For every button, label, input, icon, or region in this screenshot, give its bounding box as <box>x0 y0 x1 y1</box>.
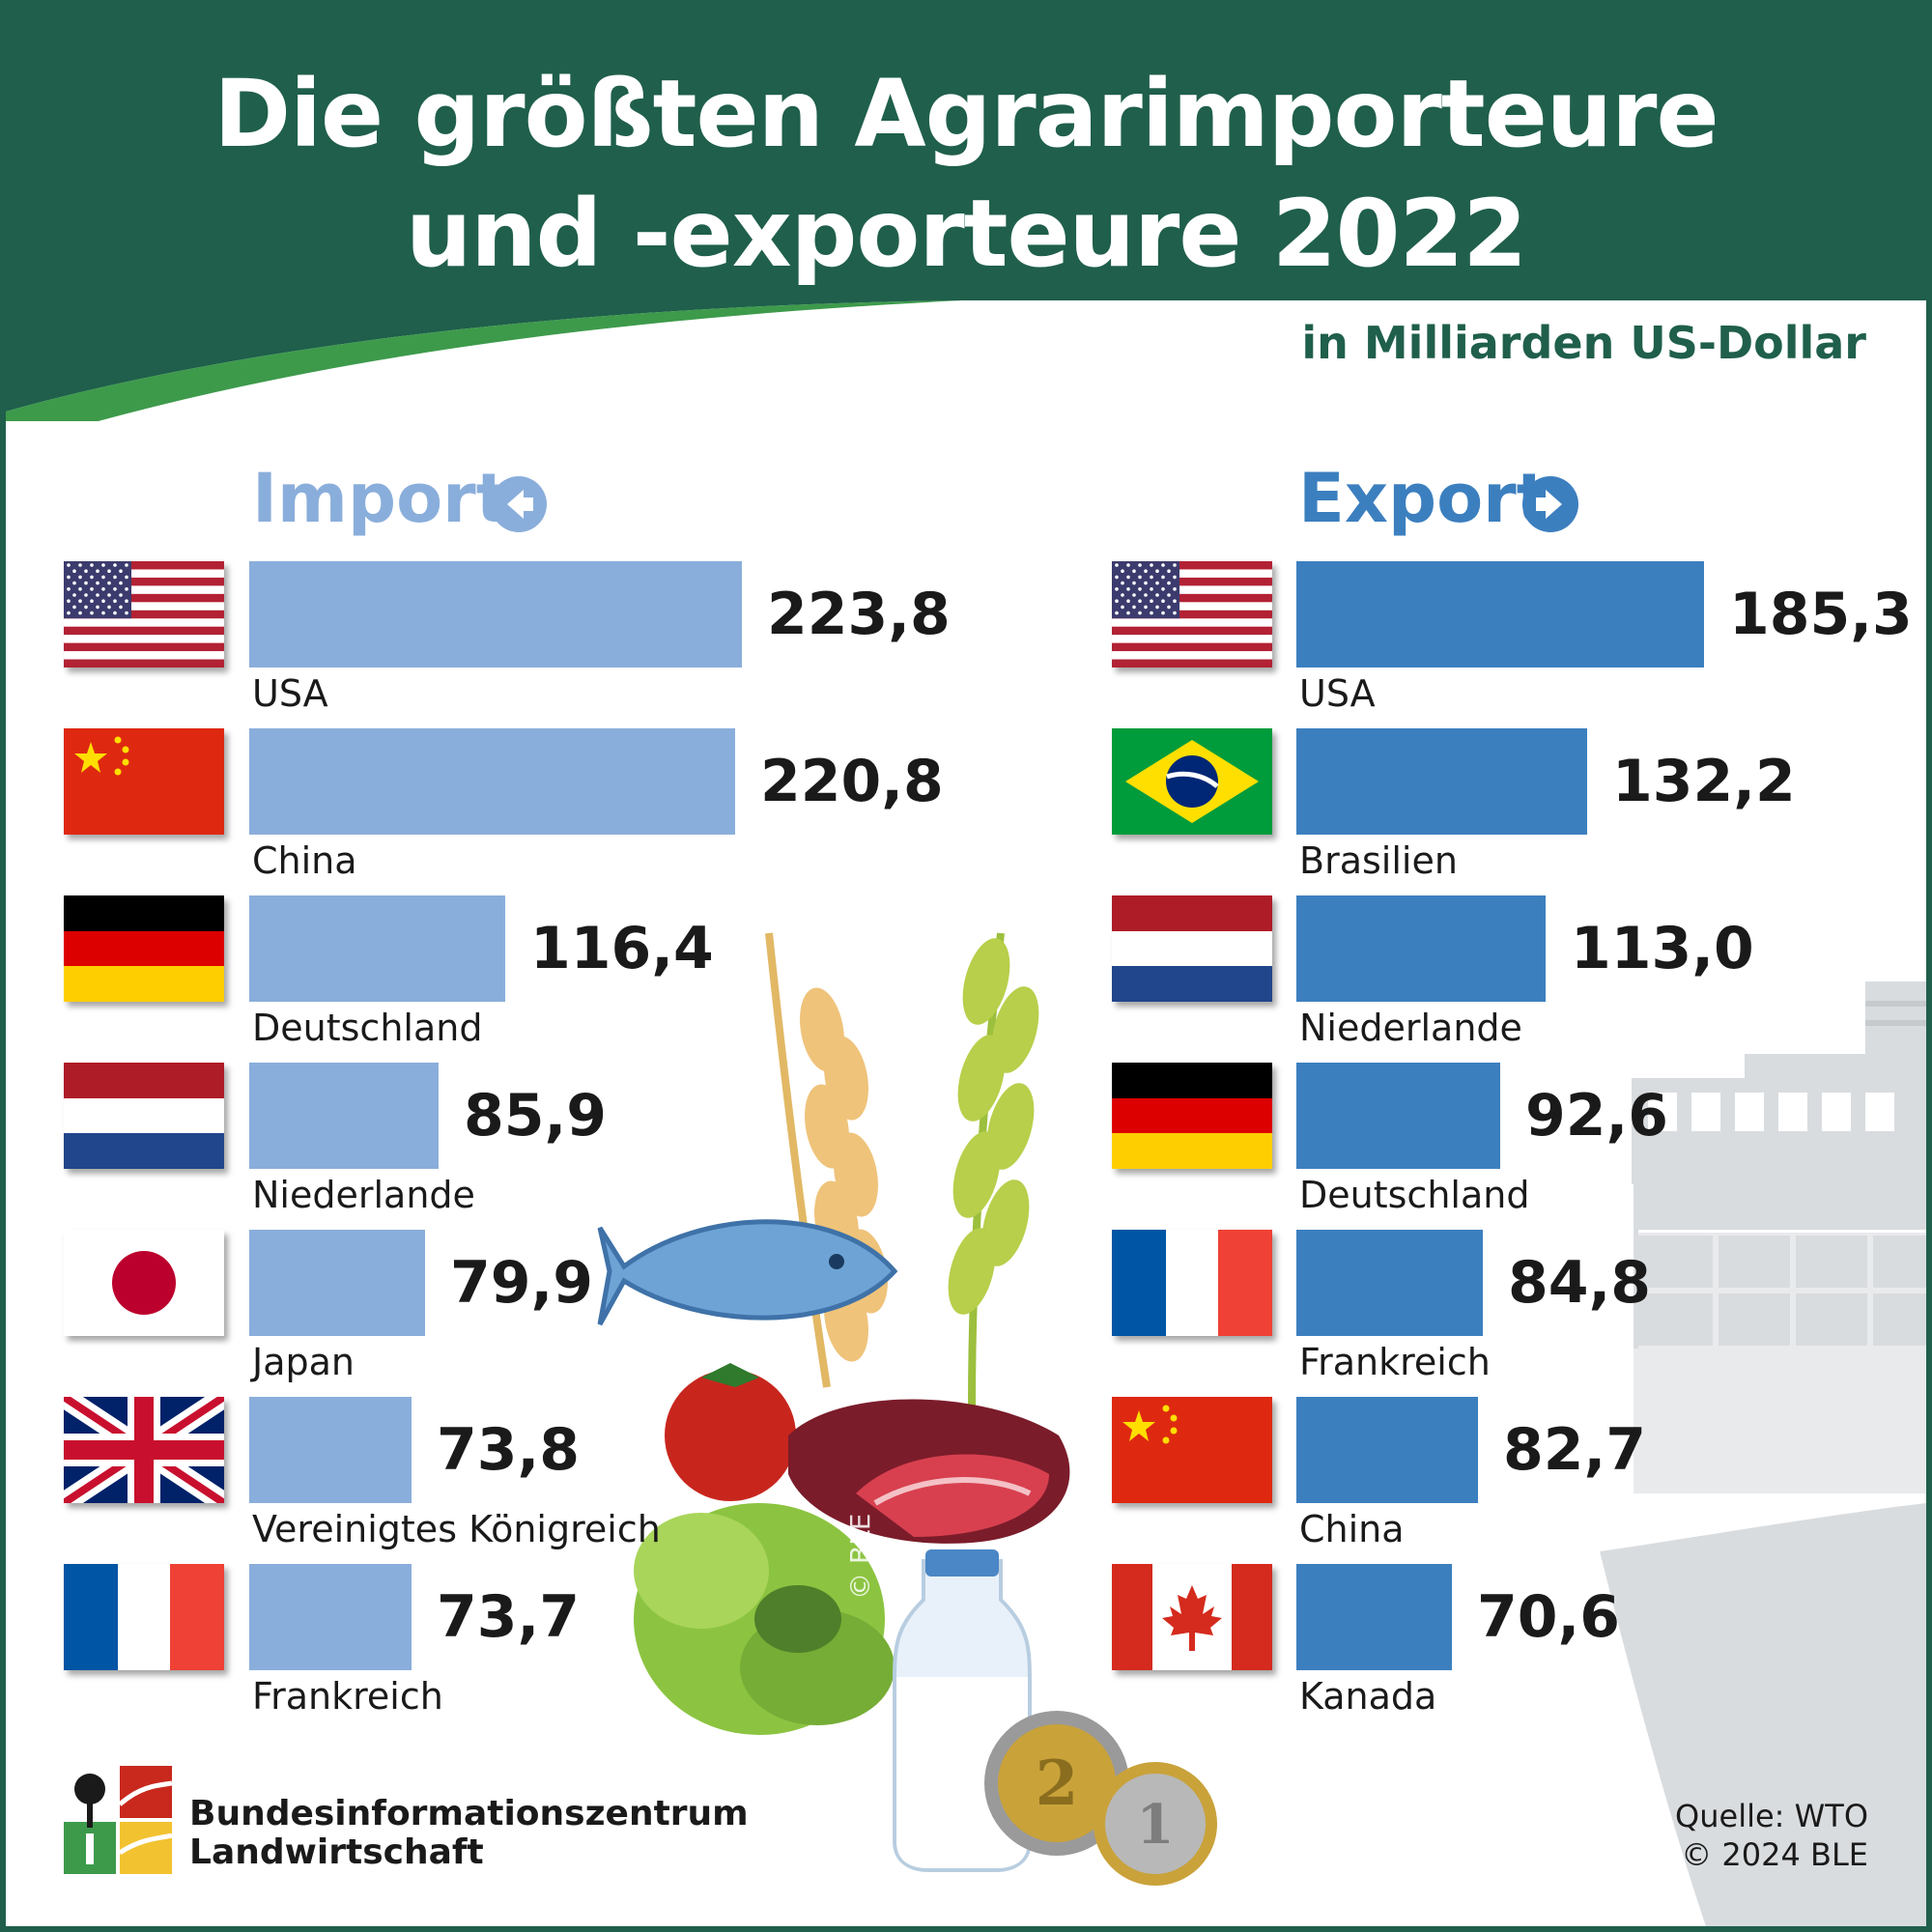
flag-germany-icon <box>1112 1063 1272 1169</box>
tomato-icon <box>665 1363 796 1501</box>
flag-france-icon <box>1112 1230 1272 1336</box>
title-line-1: Die größten Agrarimporteure <box>213 60 1719 168</box>
source-note: Quelle: WTO © 2024 BLE <box>1675 1797 1868 1874</box>
import-value-label: 223,8 <box>767 581 951 648</box>
export-value-label: 84,8 <box>1508 1249 1652 1317</box>
flag-netherlands-icon <box>1112 895 1272 1002</box>
meat-icon <box>788 1399 1070 1544</box>
infographic-frame: Die größten Agrarimporteure und -exporte… <box>6 6 1926 1926</box>
import-bar <box>249 895 505 1002</box>
import-country-label: Niederlande <box>252 1174 475 1216</box>
export-bar <box>1296 1063 1500 1169</box>
import-country-label: Vereinigtes Königreich <box>252 1508 661 1550</box>
export-value-label: 82,7 <box>1503 1416 1647 1484</box>
ble-logo-icon <box>64 1766 172 1874</box>
flag-germany-icon <box>64 895 224 1002</box>
fish-icon <box>597 1219 898 1326</box>
flag-canada-icon <box>1112 1564 1272 1670</box>
export-value-label: 92,6 <box>1525 1082 1669 1150</box>
svg-text:2: 2 <box>1036 1747 1079 1820</box>
import-bar <box>249 1397 412 1503</box>
org-line-2: Landwirtschaft <box>189 1833 484 1872</box>
export-bar <box>1296 1230 1483 1336</box>
export-bar <box>1296 1397 1478 1503</box>
import-country-label: Deutschland <box>252 1007 483 1049</box>
flag-japan-icon <box>64 1230 224 1336</box>
ship-icon <box>1600 981 1926 1926</box>
export-value-label: 70,6 <box>1477 1583 1621 1651</box>
page-title: Die größten Agrarimporteure und -exporte… <box>6 54 1926 294</box>
export-value-label: 185,3 <box>1729 581 1913 648</box>
flag-china-icon <box>64 728 224 835</box>
import-bar <box>249 1230 425 1336</box>
import-country-label: Japan <box>252 1341 355 1383</box>
arrow-left-icon <box>491 476 547 532</box>
import-value-label: 220,8 <box>760 748 944 815</box>
import-country-label: Frankreich <box>252 1675 443 1718</box>
food-and-ship-illustration: 2 1 <box>597 932 1926 1926</box>
organization-name: Bundesinformationszentrum Landwirtschaft <box>189 1795 749 1872</box>
export-bar <box>1296 561 1704 668</box>
export-value-label: 113,0 <box>1571 915 1754 982</box>
arrow-right-icon <box>1522 476 1578 532</box>
lettuce-icon <box>634 1503 895 1735</box>
unit-subtitle: in Milliarden US-Dollar <box>1301 317 1866 369</box>
flag-usa-icon <box>1112 561 1272 668</box>
flag-france-icon <box>64 1564 224 1670</box>
import-value-label: 73,7 <box>437 1583 581 1651</box>
title-line-2: und -exporteure 2022 <box>405 180 1527 288</box>
export-country-label: Niederlande <box>1299 1007 1522 1049</box>
export-country-label: Kanada <box>1299 1675 1437 1718</box>
export-country-label: Brasilien <box>1299 839 1458 882</box>
export-bar <box>1296 1564 1452 1670</box>
import-bar <box>249 1564 412 1670</box>
import-country-label: USA <box>252 672 328 715</box>
export-value-label: 132,2 <box>1612 748 1796 815</box>
import-section-title: Import <box>252 459 509 538</box>
svg-text:1: 1 <box>1137 1793 1175 1857</box>
header-banner <box>6 6 1926 421</box>
source-line-2: © 2024 BLE <box>1681 1836 1868 1873</box>
flag-netherlands-icon <box>64 1063 224 1169</box>
export-country-label: China <box>1299 1508 1405 1550</box>
export-country-label: Frankreich <box>1299 1341 1491 1383</box>
export-country-label: Deutschland <box>1299 1174 1530 1216</box>
import-bar <box>249 561 742 668</box>
import-country-label: China <box>252 839 357 882</box>
export-bar <box>1296 895 1546 1002</box>
flag-china-icon <box>1112 1397 1272 1503</box>
source-line-1: Quelle: WTO <box>1675 1798 1868 1834</box>
watermark: © BLE <box>844 1513 876 1600</box>
flag-brazil-icon <box>1112 728 1272 835</box>
import-bar <box>249 1063 439 1169</box>
import-value-label: 79,9 <box>450 1249 594 1317</box>
import-value-label: 85,9 <box>464 1082 608 1150</box>
export-section-title: Export <box>1298 459 1549 538</box>
import-bar <box>249 728 735 835</box>
import-value-label: 73,8 <box>437 1416 581 1484</box>
euro-coins-icon: 2 1 <box>984 1711 1217 1886</box>
import-value-label: 116,4 <box>530 915 714 982</box>
export-country-label: USA <box>1299 672 1376 715</box>
flag-usa-icon <box>64 561 224 668</box>
export-bar <box>1296 728 1587 835</box>
wheat-icon <box>765 932 1039 1407</box>
flag-uk-icon <box>64 1397 224 1503</box>
org-line-1: Bundesinformationszentrum <box>189 1794 749 1833</box>
